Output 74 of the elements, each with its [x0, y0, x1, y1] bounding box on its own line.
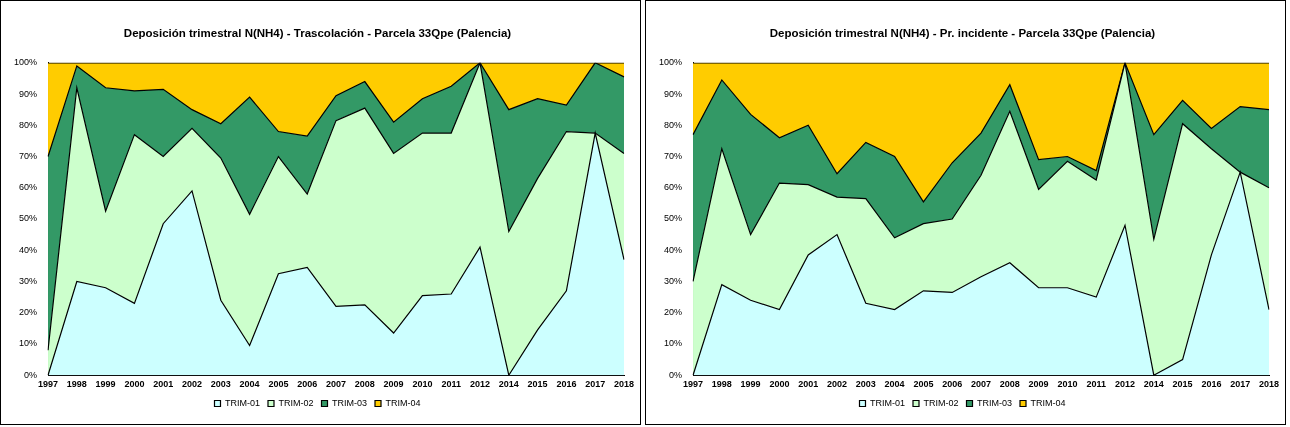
y-tick-label: 30%	[664, 275, 683, 286]
y-tick-label: 0%	[24, 369, 38, 380]
x-tick-label: 2015	[1172, 379, 1193, 390]
x-tick-label: 2003	[210, 379, 231, 390]
x-tick-label: 2009	[383, 379, 404, 390]
x-tick-label: 1997	[683, 379, 704, 390]
y-tick-label: 60%	[19, 182, 38, 193]
y-tick-label: 50%	[664, 213, 683, 224]
y-tick-label: 40%	[664, 244, 683, 255]
legend-label: TRIM-03	[332, 397, 368, 408]
x-tick-label: 2012	[469, 379, 491, 390]
legend-label: TRIM-01	[225, 397, 261, 408]
x-tick-label: 2003	[855, 379, 876, 390]
x-tick-label: 2011	[441, 379, 461, 390]
x-tick-label: 2007	[325, 379, 347, 390]
legend-label: TRIM-02	[923, 397, 959, 408]
y-tick-label: 40%	[19, 244, 38, 255]
x-tick-label: 2005	[268, 379, 289, 390]
x-tick-label: 2015	[527, 379, 548, 390]
chart-title: Deposición trimestral N(NH4) - Trascolación - Parcela 33Qpe (Palencia)	[123, 27, 512, 40]
x-tick-label: 2005	[913, 379, 934, 390]
x-tick-label: 2000	[124, 379, 145, 390]
y-tick-label: 20%	[664, 307, 683, 318]
x-tick-label: 2018	[1258, 379, 1280, 390]
x-tick-label: 2012	[1114, 379, 1136, 390]
y-tick-label: 70%	[19, 151, 38, 161]
x-tick-label: 2014	[498, 379, 519, 390]
y-tick-label: 90%	[19, 88, 38, 99]
x-tick-label: 2017	[585, 379, 606, 390]
x-tick-label: 2004	[239, 379, 260, 390]
legend-label: TRIM-01	[870, 397, 906, 408]
x-tick-label: 1999	[740, 379, 761, 390]
x-tick-label: 2016	[1201, 379, 1222, 390]
y-tick-label: 50%	[19, 213, 38, 224]
x-tick-label: 2010	[412, 379, 433, 390]
y-tick-label: 70%	[664, 151, 683, 161]
y-tick-label: 90%	[664, 88, 683, 99]
x-tick-label: 2002	[827, 379, 848, 390]
x-tick-label: 2002	[182, 379, 203, 390]
y-tick-label: 0%	[669, 369, 683, 380]
x-tick-label: 1998	[711, 379, 732, 390]
x-tick-label: 2008	[999, 379, 1020, 390]
x-tick-label: 2009	[1028, 379, 1049, 390]
x-tick-label: 2001	[153, 379, 174, 390]
x-tick-label: 2000	[769, 379, 790, 390]
x-tick-label: 2007	[970, 379, 992, 390]
x-tick-label: 2006	[297, 379, 318, 390]
x-tick-label: 1997	[38, 379, 59, 390]
x-tick-label: 2017	[1230, 379, 1251, 390]
y-tick-label: 20%	[19, 307, 38, 318]
y-tick-label: 10%	[664, 338, 683, 349]
y-tick-label: 10%	[19, 338, 38, 349]
legend-label: TRIM-04	[1030, 397, 1066, 408]
y-tick-label: 100%	[658, 57, 683, 68]
y-tick-label: 100%	[13, 57, 38, 68]
y-tick-label: 80%	[19, 119, 38, 130]
y-tick-label: 60%	[664, 182, 683, 193]
x-tick-label: 2011	[1086, 379, 1106, 390]
chart-title: Deposición trimestral N(NH4) - Pr. incidente - Parcela 33Qpe (Palencia)	[769, 27, 1156, 40]
x-tick-label: 2018	[613, 379, 635, 390]
x-tick-label: 2008	[354, 379, 375, 390]
x-tick-label: 2010	[1057, 379, 1078, 390]
x-tick-label: 2006	[942, 379, 963, 390]
legend-label: TRIM-03	[977, 397, 1013, 408]
legend-label: TRIM-02	[278, 397, 314, 408]
x-tick-label: 2016	[556, 379, 577, 390]
x-tick-label: 1998	[66, 379, 87, 390]
legend-label: TRIM-04	[385, 397, 421, 408]
y-tick-label: 80%	[664, 119, 683, 130]
x-tick-label: 1999	[95, 379, 116, 390]
y-tick-label: 30%	[19, 275, 38, 286]
x-tick-label: 2004	[884, 379, 905, 390]
x-tick-label: 2001	[798, 379, 819, 390]
x-tick-label: 2014	[1143, 379, 1164, 390]
